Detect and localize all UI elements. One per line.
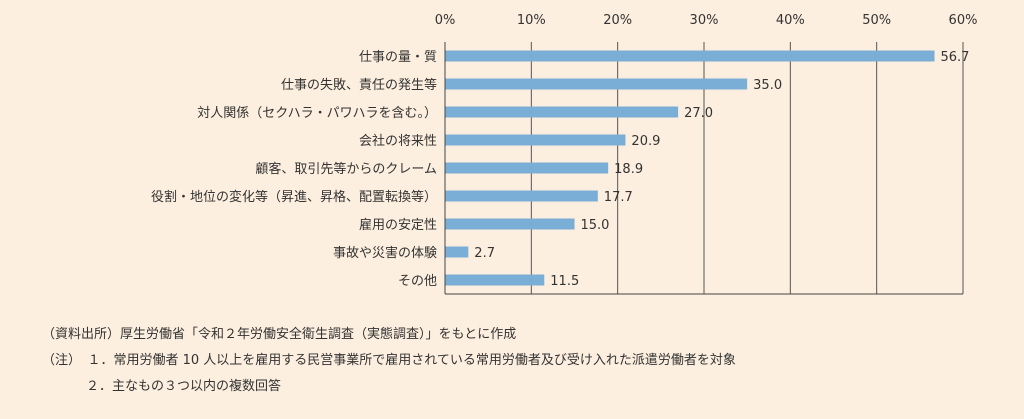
bar-chart: 0% 10% 20% 30% 40% 50% 60% 仕事の量・質 56.7 仕事の失敗、責任の発…	[151, 13, 978, 295]
bar	[445, 218, 575, 230]
bar	[445, 190, 598, 202]
value-label: 56.7	[941, 50, 970, 65]
bar	[445, 246, 469, 258]
chart-notes: （資料出所）厚生労働省「令和２年労働安全衛生調査（実態調査）」をもとに作成 （注…	[42, 322, 736, 400]
x-tick-label: 60%	[949, 13, 978, 28]
note-1: （注） １．常用労働者 10 人以上を雇用する民営事業所で雇用されている常用労働…	[42, 353, 736, 368]
x-tick-label: 50%	[862, 13, 891, 28]
x-tick-label: 0%	[435, 13, 456, 28]
category-label: 雇用の安定性	[359, 217, 437, 233]
x-tick-label: 30%	[690, 13, 719, 28]
value-label: 27.0	[684, 106, 713, 121]
category-label: 仕事の失敗、責任の発生等	[281, 77, 437, 93]
category-label: その他	[398, 274, 437, 289]
category-label: 仕事の量・質	[359, 50, 437, 65]
value-label: 18.9	[614, 162, 643, 177]
bar	[445, 78, 748, 90]
x-tick-label: 40%	[776, 13, 805, 28]
value-label: 11.5	[550, 274, 579, 289]
category-label: 会社の将来性	[359, 133, 437, 149]
bar	[445, 106, 679, 118]
note-2: ２．主なもの３つ以内の複数回答	[86, 379, 282, 394]
category-label: 顧客、取引先等からのクレーム	[255, 161, 437, 177]
bar	[445, 162, 609, 174]
bar	[445, 50, 935, 62]
value-label: 2.7	[474, 246, 495, 261]
value-label: 15.0	[581, 218, 610, 233]
category-label: 役割・地位の変化等（昇進、昇格、配置転換等）	[151, 189, 437, 205]
value-label: 17.7	[604, 190, 633, 205]
category-label: 事故や災害の体験	[333, 245, 437, 261]
source-note: （資料出所）厚生労働省「令和２年労働安全衛生調査（実態調査）」をもとに作成	[42, 327, 517, 342]
x-tick-label: 10%	[517, 13, 546, 28]
category-label: 対人関係（セクハラ・パワハラを含む。）	[197, 105, 437, 121]
bar	[445, 274, 545, 286]
value-label: 20.9	[631, 134, 660, 149]
x-tick-label: 20%	[603, 13, 632, 28]
value-label: 35.0	[753, 78, 782, 93]
bar	[445, 134, 626, 146]
